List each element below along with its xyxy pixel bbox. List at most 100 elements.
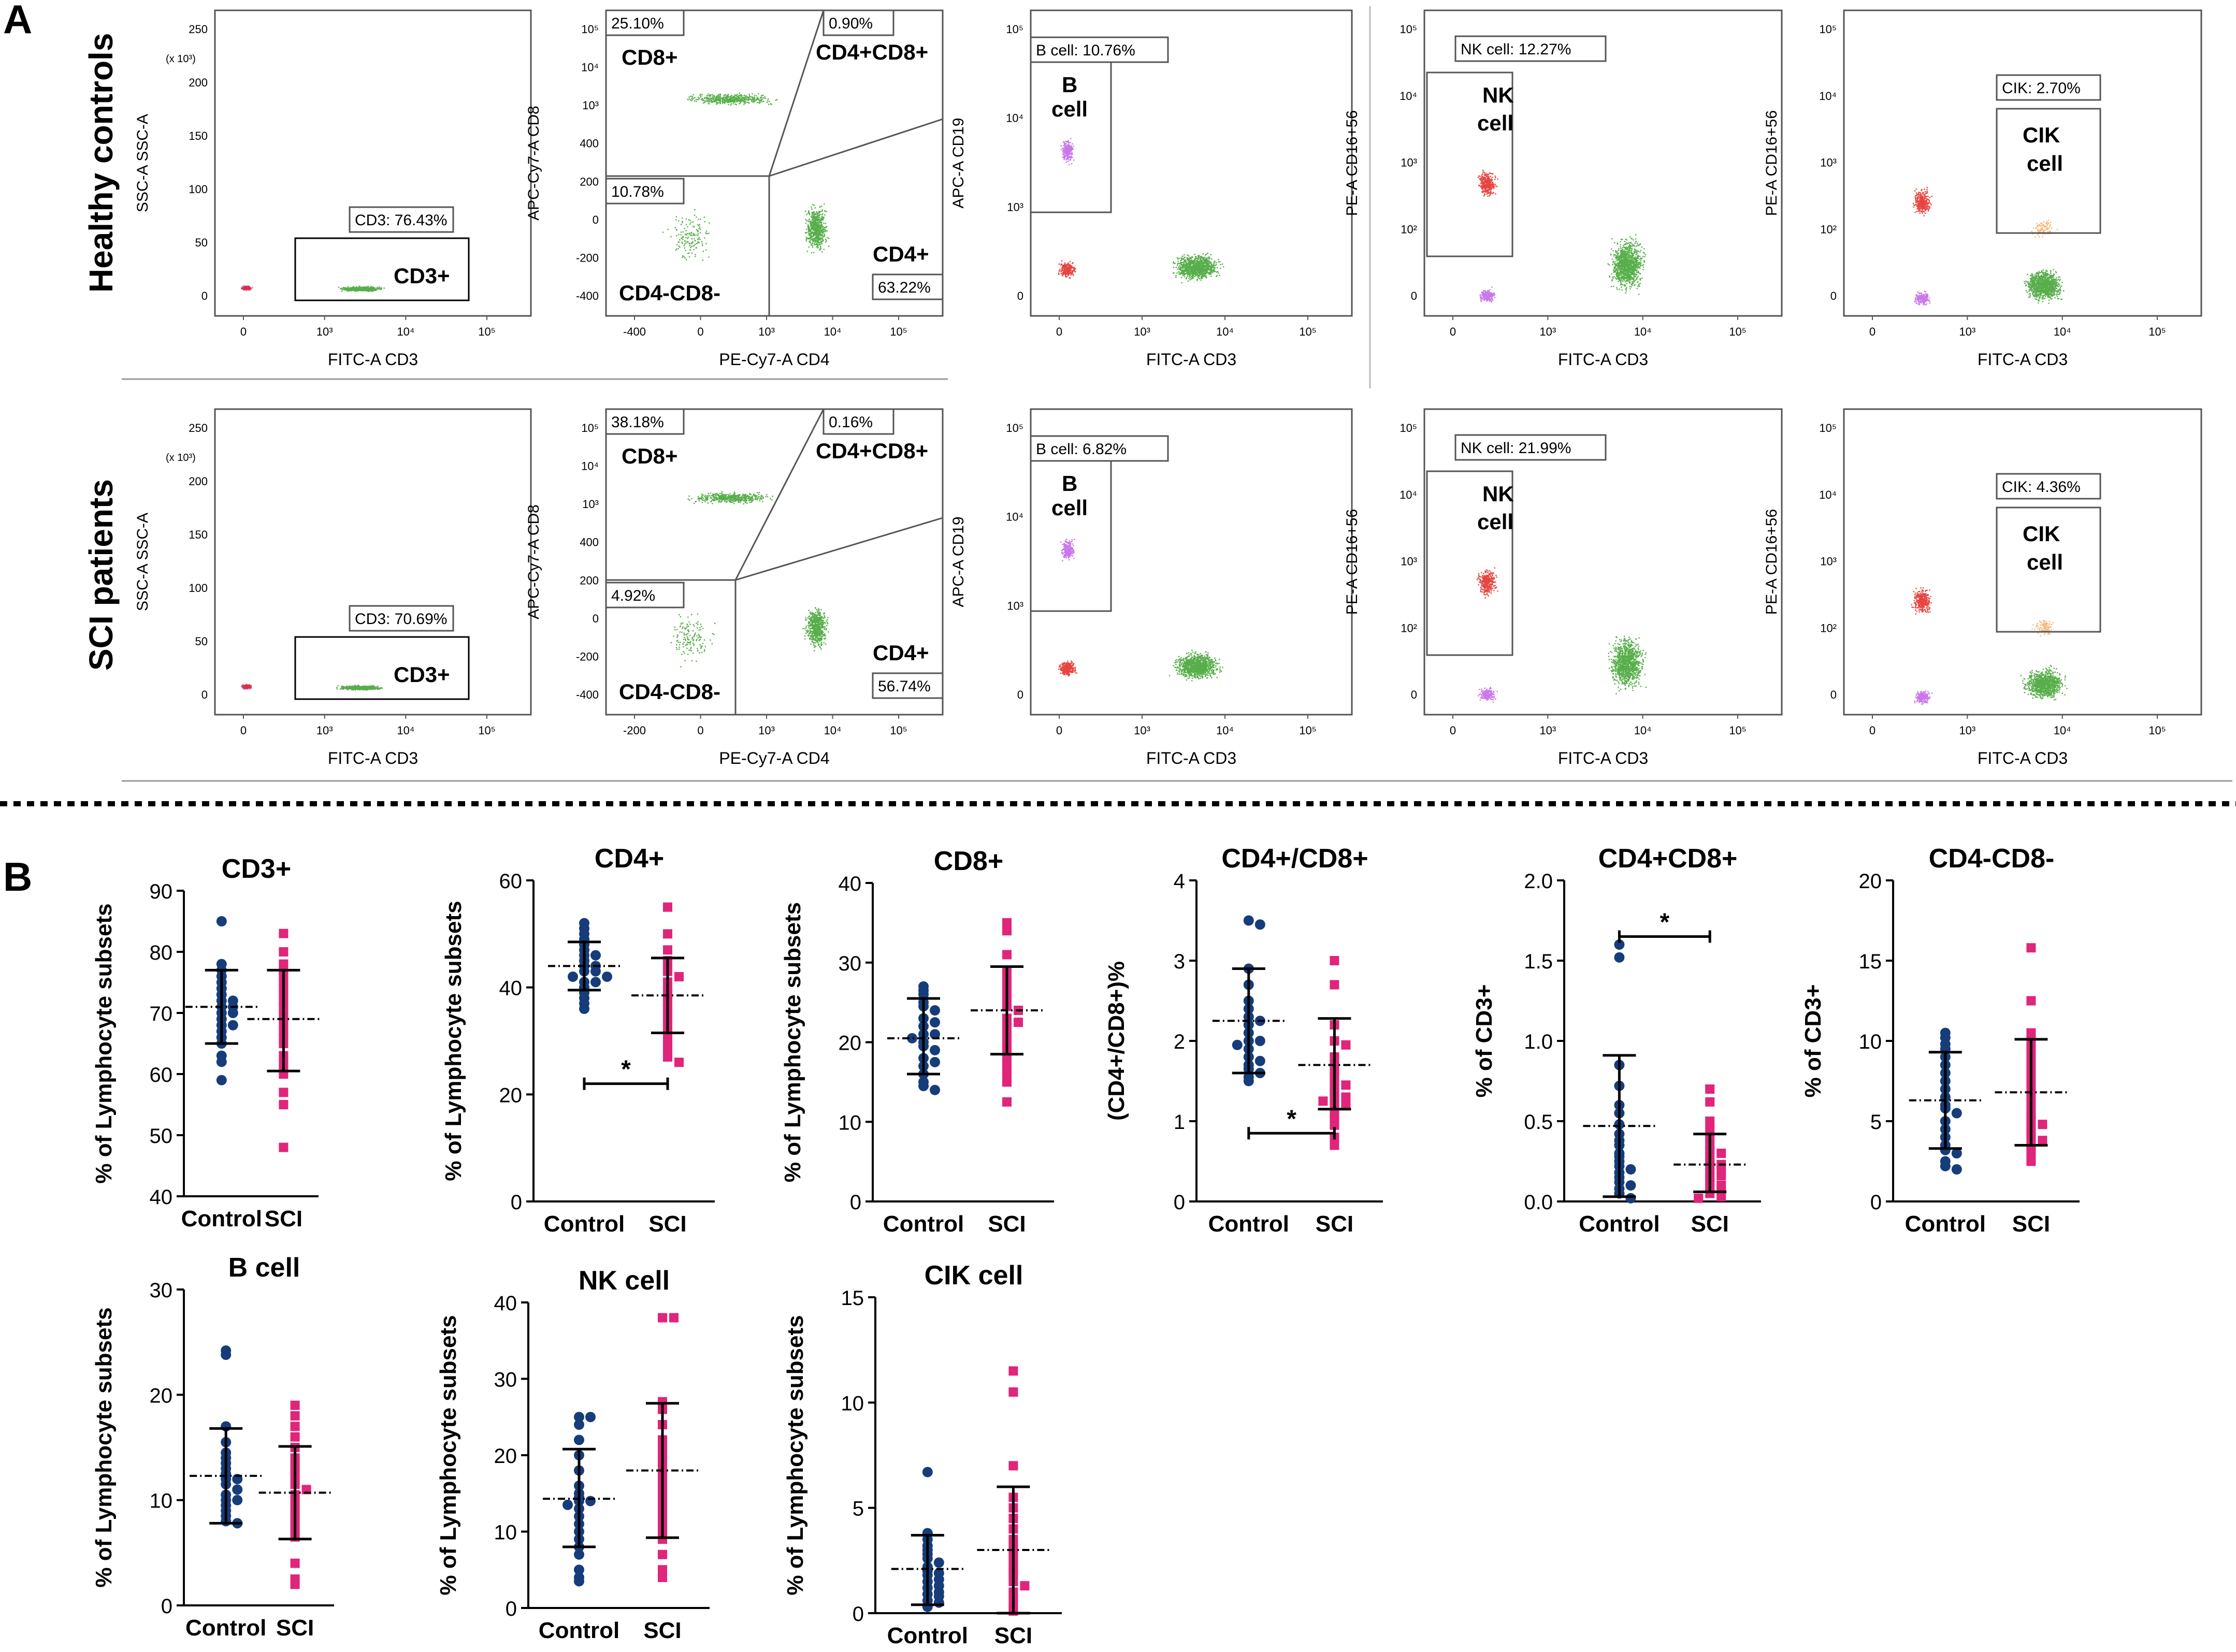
y-scale-note: (x 10³) xyxy=(166,53,196,65)
data-point-sci xyxy=(1341,1092,1351,1102)
data-point-control xyxy=(1625,1180,1636,1191)
x-tick-label: 10³ xyxy=(1539,325,1556,338)
y-tick-label: 40 xyxy=(494,1292,517,1315)
data-point-sci xyxy=(669,1313,679,1323)
y-tick-label: 200 xyxy=(189,475,208,488)
quadrant-value: 4.92% xyxy=(611,587,655,604)
gate-label-box xyxy=(823,9,895,36)
y-tick-label: 30 xyxy=(494,1369,517,1392)
data-point-sci xyxy=(1341,1040,1351,1050)
y-tick-label: 0.5 xyxy=(1524,1111,1553,1134)
chart-title: CD4+ xyxy=(595,844,664,874)
y-tick-label: 60 xyxy=(499,870,523,893)
y-tick-label: 10⁴ xyxy=(1006,511,1023,524)
y-axis-label: % of Lymphocyte subsets xyxy=(780,902,805,1182)
gate-label-box xyxy=(1030,36,1169,63)
y-tick-label: 10 xyxy=(1859,1031,1882,1053)
y-axis-label: % of Lymphocyte subsets xyxy=(91,903,117,1183)
x-category-label: Control xyxy=(544,1211,625,1237)
y-tick-label: 10 xyxy=(841,1392,864,1415)
x-tick-label: 10⁵ xyxy=(1729,325,1747,338)
cell-cluster-violet xyxy=(1479,286,1496,303)
gate-value: CD3: 76.43% xyxy=(355,212,447,229)
data-point-control xyxy=(1940,1161,1951,1171)
cell-cluster-cd8 xyxy=(687,491,773,505)
chart-title: CIK cell xyxy=(925,1260,1023,1291)
y-axis-label: APC-A CD19 xyxy=(950,118,967,208)
y-tick-label: 50 xyxy=(195,236,208,249)
y-tick-label: 250 xyxy=(189,422,208,434)
cell-cluster-t xyxy=(1169,649,1223,682)
data-point-sci xyxy=(1002,1061,1012,1071)
data-point-control xyxy=(933,1557,944,1568)
x-category-label: Control xyxy=(185,1615,266,1641)
plot-frame xyxy=(1843,9,2202,317)
data-point-control xyxy=(579,1004,589,1014)
y-tick-label: 0 xyxy=(511,1191,522,1214)
x-tick-label: 10⁴ xyxy=(397,724,414,737)
x-tick-label: 10³ xyxy=(1134,724,1150,737)
y-tick-label: 10⁵ xyxy=(1400,23,1417,36)
x-category-label: Control xyxy=(181,1206,262,1231)
gate-name: NK xyxy=(1482,83,1514,107)
y-tick-label: -400 xyxy=(576,289,599,302)
y-tick-label: 0 xyxy=(1830,688,1837,701)
y-tick-label: 0 xyxy=(1017,688,1023,701)
cell-cluster-violet xyxy=(1914,690,1933,705)
x-axis-label: FITC-A CD3 xyxy=(1558,350,1648,369)
data-point-control xyxy=(933,1597,944,1608)
dot-dn-chart: 0 5 10 15 20 CD4-CD8- % of CD3+ Control SCI xyxy=(1800,844,2080,1237)
cell-cluster-cik xyxy=(2031,620,2054,637)
y-axis-label: % of CD3+ xyxy=(1800,984,1826,1098)
gate-label-box xyxy=(823,408,895,435)
gate-label-box xyxy=(605,9,685,36)
y-tick-label: 10⁵ xyxy=(581,422,599,434)
y-tick-label: 10³ xyxy=(582,498,599,511)
y-tick-label: 0 xyxy=(1017,289,1023,302)
chart-title: CD4+/CD8+ xyxy=(1221,844,1368,874)
y-tick-label: 10⁵ xyxy=(581,23,599,36)
x-category-label: SCI xyxy=(1316,1211,1353,1237)
data-point-control xyxy=(585,1496,596,1506)
data-point-control xyxy=(227,1008,238,1018)
y-tick-label: 0 xyxy=(1411,289,1417,302)
cell-cluster-b xyxy=(1060,539,1075,561)
y-tick-label: 5 xyxy=(1870,1111,1882,1134)
y-axis-label: PE-A CD16+56 xyxy=(1763,110,1780,216)
x-tick-label: 10⁵ xyxy=(1299,325,1317,338)
x-tick-label: 0 xyxy=(240,724,247,737)
significance-marker: * xyxy=(621,1056,631,1083)
y-tick-label: 10⁴ xyxy=(1400,90,1417,103)
x-axis-label: PE-Cy7-A CD4 xyxy=(719,350,829,369)
y-tick-label: 0 xyxy=(593,612,599,625)
x-tick-label: 0 xyxy=(1450,325,1456,338)
x-tick-label: -200 xyxy=(623,724,646,737)
data-point-sci xyxy=(1008,1387,1018,1397)
y-tick-label: 100 xyxy=(189,183,208,196)
dot-nk-chart: 0 10 20 30 40 NK cell % of Lymphocyte subsets C… xyxy=(436,1266,710,1643)
y-tick-label: 10³ xyxy=(1007,599,1023,612)
x-tick-label: 10⁴ xyxy=(1634,325,1652,338)
quadrant-value: 25.10% xyxy=(611,15,664,32)
gate-name: B xyxy=(1062,73,1077,97)
gate-label-box xyxy=(349,206,454,233)
gate-label-box xyxy=(872,672,944,699)
data-point-sci xyxy=(2038,1120,2047,1129)
y-tick-label: 10 xyxy=(150,1490,173,1513)
y-tick-label: 400 xyxy=(580,536,599,549)
data-point-sci xyxy=(1330,956,1339,965)
y-axis-label: % of Lymphocyte subsets xyxy=(441,901,466,1181)
quadrant-line xyxy=(735,517,943,581)
gate-box xyxy=(294,636,470,700)
y-axis-label: (CD4+/CD8+)% xyxy=(1104,961,1129,1121)
gate-box xyxy=(1996,506,2101,633)
y-tick-label: 1.5 xyxy=(1524,950,1553,973)
cell-cluster-t xyxy=(1608,635,1647,694)
data-point-control xyxy=(907,1033,917,1044)
x-axis-label: FITC-A CD3 xyxy=(1146,749,1236,767)
y-tick-label: 0 xyxy=(201,289,208,302)
y-tick-label: 0 xyxy=(853,1603,864,1626)
x-tick-label: 10³ xyxy=(1959,325,1975,338)
gate-name: cell xyxy=(1051,496,1088,520)
